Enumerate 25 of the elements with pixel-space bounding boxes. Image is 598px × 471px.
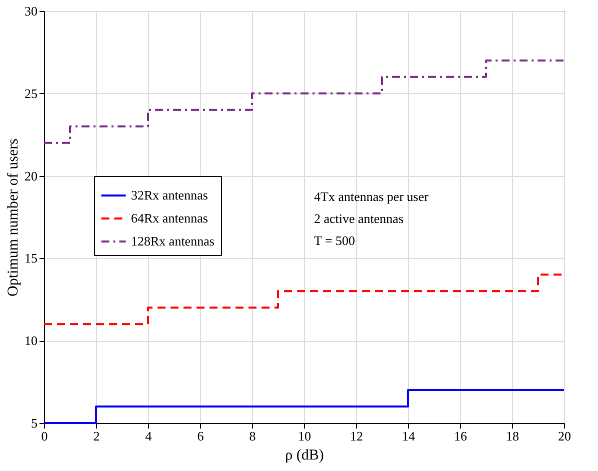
y-tick-label: 10 xyxy=(24,333,38,348)
x-tick-label: 4 xyxy=(145,428,152,444)
y-tick-label: 15 xyxy=(24,250,38,266)
annotation: 4Tx antennas per user xyxy=(314,189,430,204)
x-tick-label: 0 xyxy=(41,428,48,444)
legend-label: 128Rx antennas xyxy=(131,234,214,248)
x-axis-title: ρ (dB) xyxy=(285,448,324,464)
x-tick-label: 18 xyxy=(506,428,519,444)
x-tick-label: 10 xyxy=(298,428,311,444)
x-tick-label: 2 xyxy=(93,428,100,444)
y-tick-label: 30 xyxy=(24,4,38,18)
annotation: T = 500 xyxy=(314,233,356,248)
annotation: 2 active antennas xyxy=(314,211,404,226)
x-tick-label: 20 xyxy=(558,428,571,444)
legend-label: 64Rx antennas xyxy=(131,210,208,226)
legend-label: 32Rx antennas xyxy=(131,188,208,202)
y-tick-label: 20 xyxy=(24,168,38,184)
x-tick-label: 14 xyxy=(402,428,416,444)
y-tick-label: 5 xyxy=(31,416,38,430)
y-axis-title: Optimum number of users xyxy=(6,138,22,296)
y-tick-label: 25 xyxy=(24,86,38,101)
x-tick-label: 6 xyxy=(197,428,204,444)
x-tick-label: 8 xyxy=(249,428,256,444)
x-tick-label: 16 xyxy=(454,428,468,444)
x-tick-label: 12 xyxy=(350,428,363,444)
